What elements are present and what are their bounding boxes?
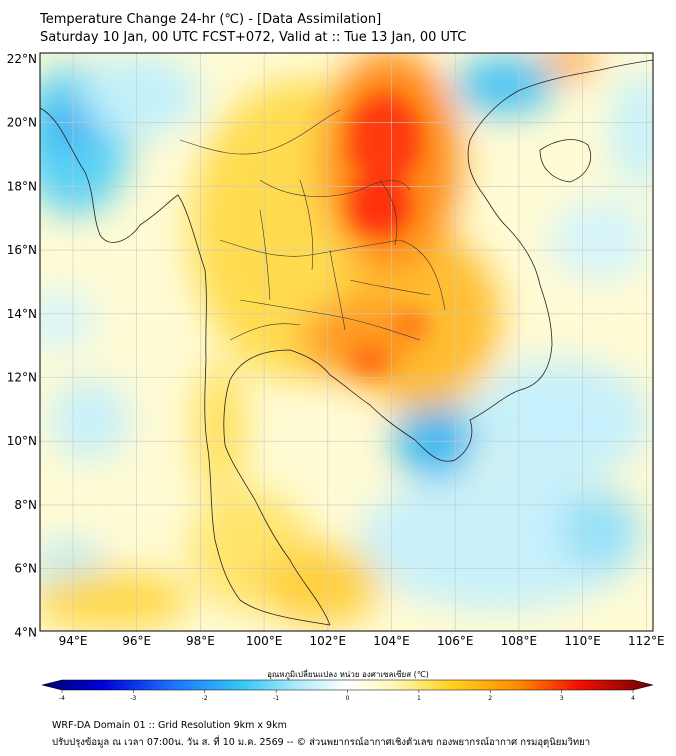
colorbar-tick-label: 3 — [560, 695, 564, 702]
footer-domain-info: WRF-DA Domain 01 :: Grid Resolution 9km … — [52, 720, 287, 731]
longitude-label: 100°E — [246, 634, 283, 648]
colorbar-tick-label: -2 — [202, 695, 208, 702]
latitude-label: 18°N — [7, 179, 37, 193]
latitude-label: 8°N — [14, 498, 37, 512]
colorbar-tick-label: 1 — [417, 695, 421, 702]
longitude-label: 112°E — [628, 634, 665, 648]
colorbar-title: อุณหภูมิเปลี่ยนแปลง หน่วย องศาเซลเซียส (… — [267, 668, 429, 680]
longitude-labels: 94°E 96°E 98°E 100°E 102°E 104°E 106°E 108°E 110… — [59, 634, 665, 648]
chart-subtitle: Saturday 10 Jan, 00 UTC FCST+072, Valid … — [40, 30, 467, 45]
footer-credit: ปรับปรุงข้อมูล ณ เวลา 07:00น. วัน ส. ที่… — [52, 737, 591, 748]
longitude-label: 98°E — [186, 634, 215, 648]
chart-title: Temperature Change 24-hr (℃) - [Data Ass… — [40, 12, 382, 27]
coastline-peninsula-east — [223, 349, 331, 626]
latitude-label: 22°N — [7, 52, 37, 66]
colorbar-tick-label: -3 — [130, 695, 136, 702]
colorbar-tick-label: -1 — [273, 695, 279, 702]
colorbar-tick-label: 4 — [631, 695, 635, 702]
longitude-label: 110°E — [564, 634, 601, 648]
latitude-label: 12°N — [7, 371, 37, 385]
latitude-label: 6°N — [14, 562, 37, 576]
longitude-label: 94°E — [59, 634, 88, 648]
colorbar — [41, 679, 654, 691]
latitude-labels: 22°N 20°N 18°N 16°N 14°N 12°N 10°N 8°N 6°N 4°N — [7, 52, 37, 639]
colorbar-tick-label: 0 — [346, 695, 350, 702]
latitude-label: 10°N — [7, 434, 37, 448]
colorbar-ticks: -4 -3 -2 -1 0 1 2 3 4 — [59, 690, 635, 702]
longitude-label: 96°E — [122, 634, 151, 648]
longitude-label: 102°E — [310, 634, 347, 648]
hainan-island — [539, 139, 592, 183]
latitude-label: 4°N — [14, 625, 37, 639]
borders-inner — [179, 109, 446, 341]
map-frame — [39, 52, 654, 632]
longitude-label: 106°E — [437, 634, 474, 648]
longitude-label: 108°E — [501, 634, 538, 648]
coastline-west — [40, 107, 331, 626]
latitude-label: 20°N — [7, 116, 37, 130]
longitude-label: 104°E — [373, 634, 410, 648]
temperature-field — [40, 53, 653, 631]
colorbar-tick-label: -4 — [59, 695, 65, 702]
coastline-gulf — [329, 59, 653, 462]
coastline-borders — [40, 59, 653, 626]
colorbar-tick-label: 2 — [488, 695, 492, 702]
latitude-label: 16°N — [7, 243, 37, 257]
map-gridlines — [40, 53, 653, 631]
latitude-label: 14°N — [7, 307, 37, 321]
